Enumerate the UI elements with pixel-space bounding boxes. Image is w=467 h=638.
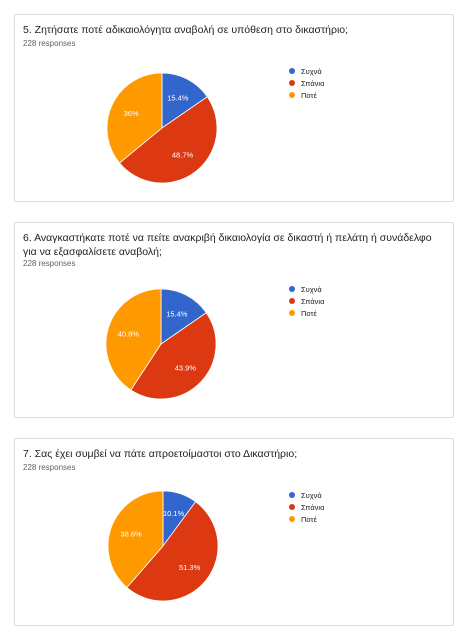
chart-legend: Συχνά Σπάνια Ποτέ [289, 489, 324, 525]
pie-slice-never [106, 72, 163, 164]
pie-slice-label: 15.4% [167, 93, 189, 102]
legend-item-never: Ποτέ [289, 513, 324, 525]
legend-item-rarely: Σπάνια [289, 295, 324, 307]
legend-dot-never [289, 310, 295, 316]
legend-item-never: Ποτέ [289, 89, 324, 101]
legend-dot-rarely [289, 298, 295, 304]
pie-slice-label: 38.6% [120, 530, 142, 539]
legend-label: Σπάνια [301, 502, 325, 512]
pie-chart: 15.4% 48.7% 36% [106, 72, 218, 184]
legend-dot-rarely [289, 80, 295, 86]
legend-dot-often [289, 286, 295, 292]
pie-slice-never [107, 490, 164, 589]
legend-dot-never [289, 92, 295, 98]
legend-dot-often [289, 68, 295, 74]
pie-slice-label: 40.8% [118, 330, 140, 339]
legend-item-never: Ποτέ [289, 307, 324, 319]
legend-label: Σπάνια [301, 296, 325, 306]
pie-slice-often [161, 72, 208, 129]
pie-slice-label: 43.9% [175, 363, 197, 372]
legend-label: Σπάνια [301, 78, 325, 88]
legend-item-often: Συχνά [289, 283, 324, 295]
pie-slice-label: 48.7% [172, 151, 194, 160]
legend-label: Συχνά [301, 284, 322, 294]
pie-slice-label: 15.4% [166, 309, 188, 318]
pie-chart: 10.1% 51.3% 38.6% [107, 490, 219, 602]
pie-slice-label: 36% [124, 109, 139, 118]
chart-title: 7. Σας έχει συμβεί να πάτε απροετοίμαστο… [23, 448, 298, 460]
legend-label: Συχνά [301, 66, 322, 76]
response-count: 228 responses [23, 259, 76, 268]
legend-dot-often [289, 492, 295, 498]
legend-item-often: Συχνά [289, 65, 324, 77]
chart-title: 6. Αναγκαστήκατε ποτέ να πείτε ανακριβή … [23, 232, 432, 258]
pie-slice-label: 10.1% [163, 509, 185, 518]
pie-chart: 15.4% 43.9% 40.8% [105, 288, 217, 400]
chart-card-2: 6. Αναγκαστήκατε ποτέ να πείτε ανακριβή … [14, 222, 454, 418]
pie-slice-never [105, 288, 162, 391]
chart-legend: Συχνά Σπάνια Ποτέ [289, 283, 324, 319]
legend-item-rarely: Σπάνια [289, 501, 324, 513]
legend-dot-rarely [289, 504, 295, 510]
legend-label: Ποτέ [301, 514, 317, 524]
response-count: 228 responses [23, 39, 76, 48]
legend-label: Ποτέ [301, 90, 317, 100]
chart-card-3: 7. Σας έχει συμβεί να πάτε απροετοίμαστο… [14, 438, 454, 626]
pie-slice-rarely [118, 96, 218, 184]
legend-dot-never [289, 516, 295, 522]
pie-slice-often [160, 288, 207, 345]
chart-title: 5. Ζητήσατε ποτέ αδικαιολόγητα αναβολή σ… [23, 24, 349, 36]
chart-legend: Συχνά Σπάνια Ποτέ [289, 65, 324, 101]
legend-label: Συχνά [301, 490, 322, 500]
legend-item-often: Συχνά [289, 489, 324, 501]
response-count: 228 responses [23, 463, 76, 472]
pie-slice-rarely [126, 501, 219, 602]
legend-label: Ποτέ [301, 308, 317, 318]
chart-card-1: 5. Ζητήσατε ποτέ αδικαιολόγητα αναβολή σ… [14, 14, 454, 202]
pie-slice-rarely [130, 312, 217, 400]
pie-slice-label: 51.3% [179, 563, 201, 572]
legend-item-rarely: Σπάνια [289, 77, 324, 89]
